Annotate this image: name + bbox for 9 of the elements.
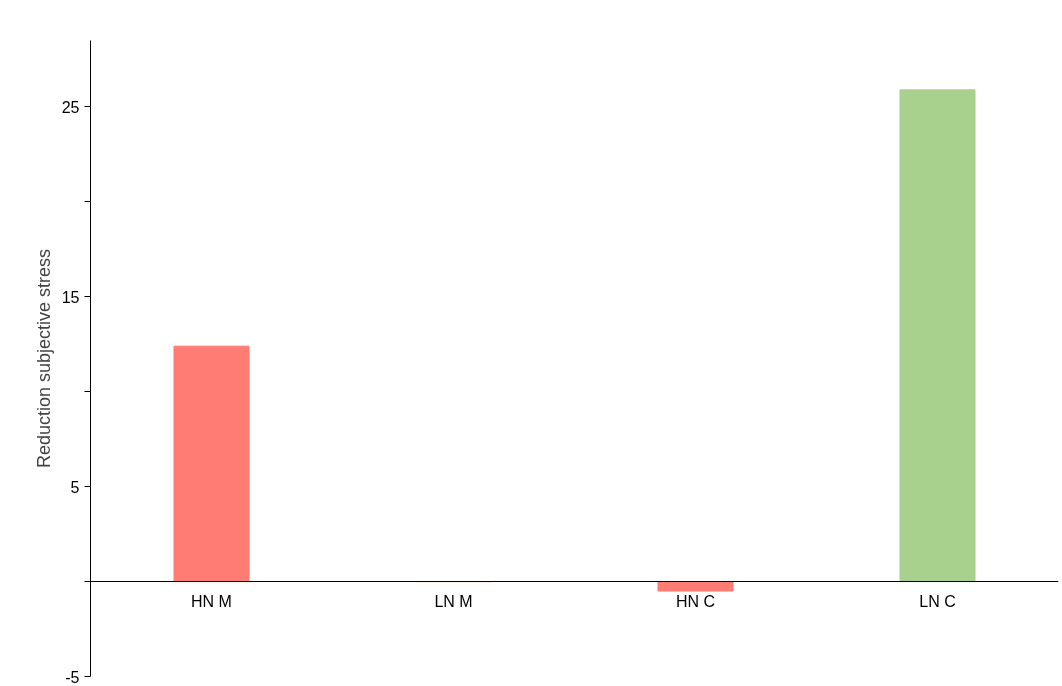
y-tick-label: 5 xyxy=(70,478,80,496)
x-tick-label: LN M xyxy=(434,592,473,610)
y-tick-label: 15 xyxy=(61,288,80,306)
y-tick-label: -5 xyxy=(65,668,80,686)
x-tick-label: HN C xyxy=(675,592,716,610)
y-tick-label: 25 xyxy=(61,98,80,116)
x-tick-label: HN M xyxy=(191,592,232,610)
y-axis-title: Reduction subjective stress xyxy=(33,248,54,469)
x-tick-label: LN C xyxy=(919,592,956,610)
